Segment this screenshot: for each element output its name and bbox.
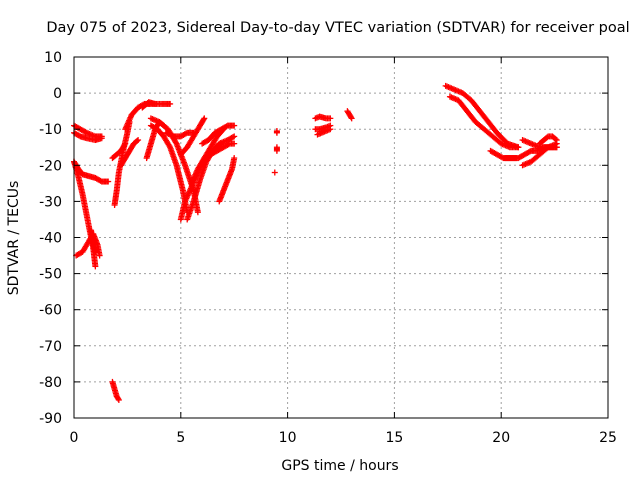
data-point bbox=[231, 155, 238, 162]
data-point bbox=[515, 144, 522, 151]
y-tick-label: -70 bbox=[39, 339, 62, 355]
data-point bbox=[217, 141, 224, 148]
data-point bbox=[167, 100, 174, 107]
x-tick-label: 5 bbox=[176, 430, 185, 446]
data-point bbox=[225, 141, 232, 148]
x-tick-label: 20 bbox=[492, 430, 510, 446]
y-tick-label: -10 bbox=[39, 122, 62, 138]
data-point bbox=[273, 147, 280, 154]
data-point bbox=[218, 140, 225, 147]
data-point bbox=[273, 128, 280, 135]
x-tick-label: 0 bbox=[70, 430, 79, 446]
data-point bbox=[271, 169, 278, 176]
data-point bbox=[231, 140, 238, 147]
data-point bbox=[201, 115, 208, 122]
data-point bbox=[347, 114, 354, 121]
data-point bbox=[231, 122, 238, 129]
data-point bbox=[552, 136, 559, 143]
data-point bbox=[172, 139, 179, 146]
y-tick-label: -90 bbox=[39, 411, 62, 427]
x-tick-label: 25 bbox=[599, 430, 617, 446]
data-point bbox=[553, 137, 560, 144]
data-point bbox=[200, 116, 207, 123]
y-tick-label: -20 bbox=[39, 158, 62, 174]
y-tick-label: 10 bbox=[44, 50, 62, 66]
y-tick-label: -60 bbox=[39, 303, 62, 319]
data-point bbox=[231, 133, 238, 140]
y-tick-label: -40 bbox=[39, 231, 62, 247]
y-axis-label: SDTVAR / TECUs bbox=[6, 181, 22, 296]
data-point bbox=[135, 137, 142, 144]
y-tick-label: -80 bbox=[39, 375, 62, 391]
data-points bbox=[71, 82, 560, 403]
data-point bbox=[92, 263, 99, 270]
data-point bbox=[105, 178, 112, 185]
chart-title: Day 075 of 2023, Sidereal Day-to-day VTE… bbox=[46, 20, 629, 36]
grid-lines bbox=[74, 57, 608, 418]
data-point bbox=[229, 134, 236, 141]
y-tick-label: 0 bbox=[53, 86, 62, 102]
data-point bbox=[96, 252, 103, 259]
x-tick-label: 10 bbox=[279, 430, 297, 446]
x-axis-label: GPS time / hours bbox=[281, 458, 398, 474]
data-point bbox=[327, 115, 334, 122]
data-point bbox=[115, 396, 122, 403]
data-point bbox=[134, 137, 141, 144]
data-point bbox=[327, 126, 334, 133]
axis-ticks: 10 0 -10 -20 -30 -40 -50 -60 -70 -80 -90 0 5 10 15 20 25 bbox=[39, 50, 617, 446]
data-point bbox=[115, 395, 122, 402]
y-tick-label: -30 bbox=[39, 194, 62, 210]
x-tick-label: 15 bbox=[385, 430, 403, 446]
data-point bbox=[194, 209, 201, 216]
data-point bbox=[82, 129, 89, 136]
y-tick-label: -50 bbox=[39, 267, 62, 283]
data-point bbox=[98, 135, 105, 142]
data-point bbox=[348, 115, 355, 122]
